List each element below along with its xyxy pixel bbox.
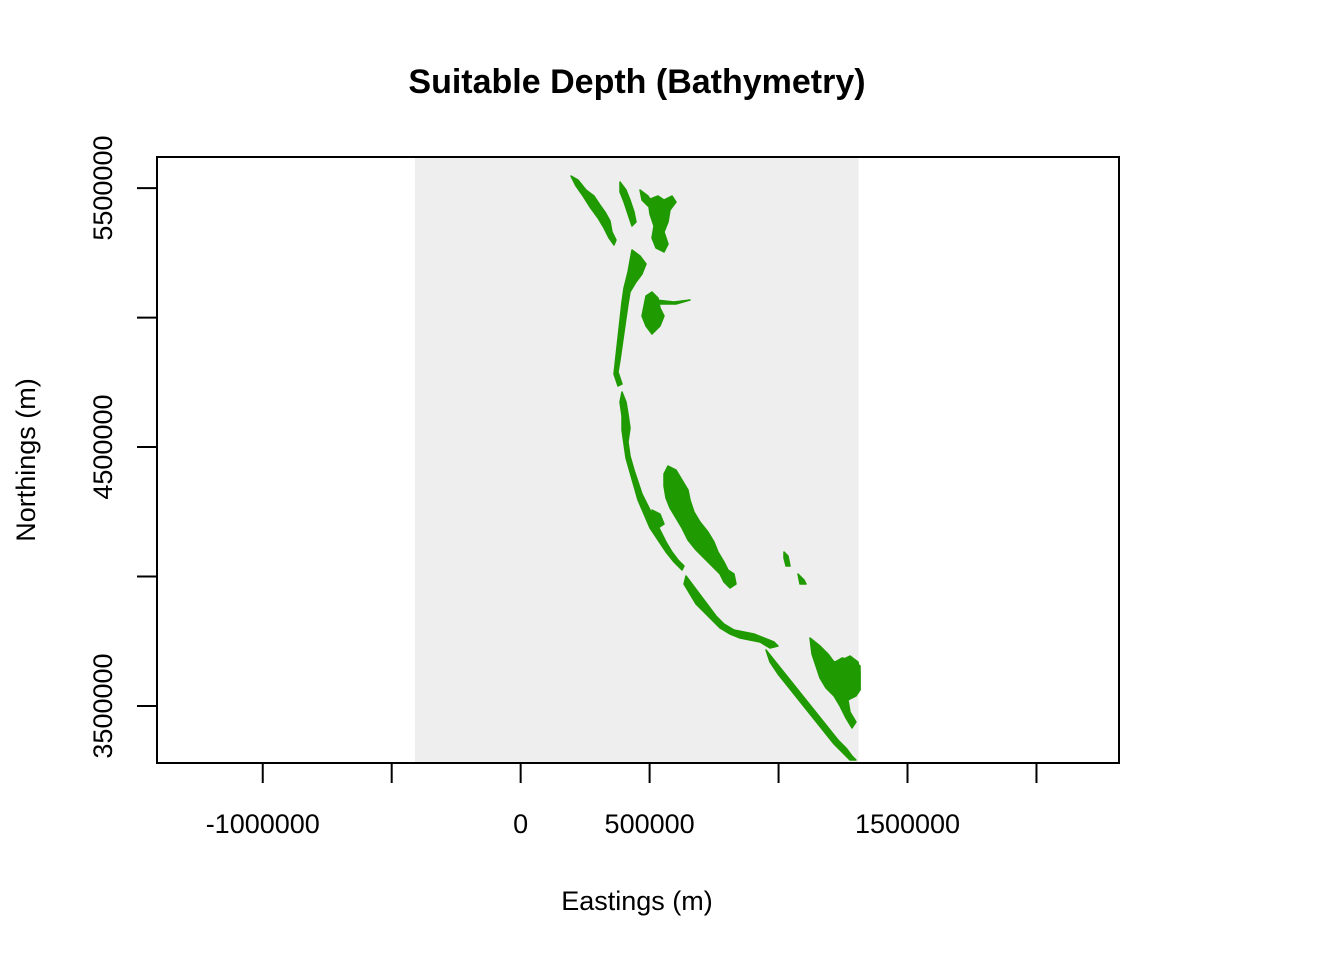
x-axis: -1000000 0 500000 1500000 [206,763,1038,839]
central-small-islets [651,509,807,585]
central-coast-strip [619,391,685,571]
raster-extent [414,157,859,763]
northern-cluster-2 [613,249,647,387]
northern-cluster-1 [647,195,677,253]
southern-coast-2 [765,649,857,761]
suitable-depth-layer [570,175,861,761]
x-tick-label: -1000000 [206,809,320,839]
plot-title: Suitable Depth (Bathymetry) [408,63,865,101]
x-tick-label: 1500000 [855,809,960,839]
central-offshore-bank [663,465,737,589]
x-tick-label: 500000 [605,809,695,839]
northern-cluster-3 [641,291,691,335]
y-axis-label: Northings (m) [11,378,41,542]
plot-frame [156,156,1120,764]
southern-coast-fragments [683,575,779,649]
southeast-blob [829,657,861,695]
y-tick-label: 3500000 [88,653,118,758]
y-axis: 3500000 4500000 5500000 [88,136,157,759]
y-tick-label: 5500000 [88,136,118,241]
x-axis-label: Eastings (m) [561,886,713,916]
x-tick-label: 0 [513,809,528,839]
y-tick-label: 4500000 [88,394,118,499]
